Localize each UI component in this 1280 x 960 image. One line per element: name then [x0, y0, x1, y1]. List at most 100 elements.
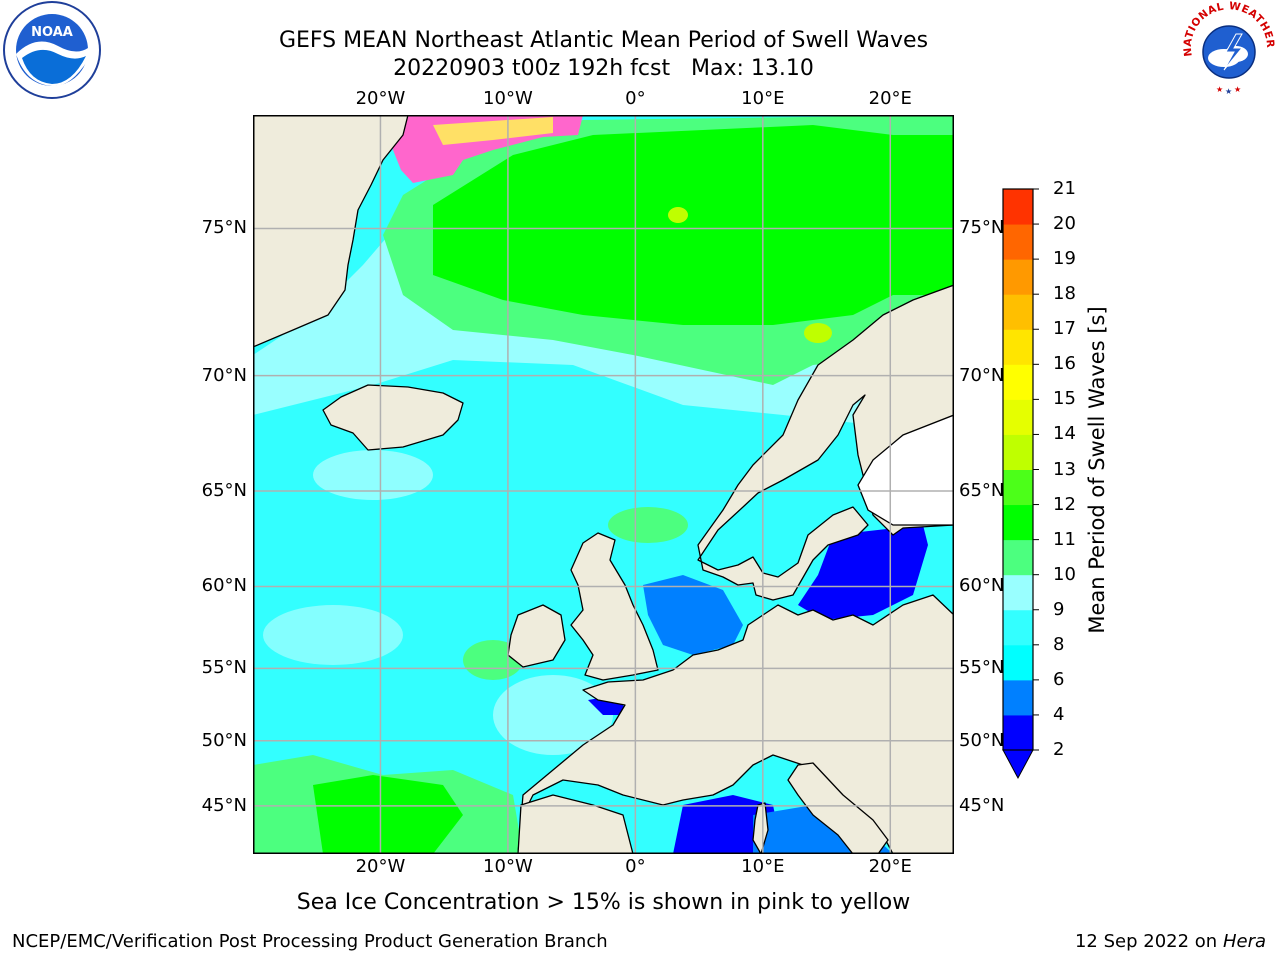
lat-tick-label-right: 65°N — [959, 479, 1005, 501]
map-area — [253, 115, 954, 854]
colorbar-bin — [1003, 679, 1033, 716]
lon-tick-label-bottom: 20°W — [355, 856, 406, 877]
colorbar-svg — [1002, 188, 1039, 780]
lat-tick-label-left: 65°N — [201, 479, 247, 501]
colorbar-bin — [1003, 259, 1033, 295]
lat-tick-label-left: 45°N — [201, 794, 247, 816]
region-2-4s-north-sea — [643, 575, 743, 655]
footer-date: 12 Sep 2022 on — [1074, 931, 1218, 952]
lat-tick-label-right: 45°N — [959, 794, 1005, 816]
colorbar-bin — [1003, 189, 1033, 225]
colorbar-under-extension — [1002, 749, 1034, 780]
svg-text:★: ★ — [1234, 85, 1241, 94]
colorbar-bin — [1003, 714, 1033, 751]
region-11-12s-south — [313, 775, 463, 854]
noaa-logo: NOAA — [0, 0, 104, 104]
colorbar-level-label: 18 — [1053, 283, 1076, 305]
colorbar-level-label: 2 — [1053, 739, 1065, 760]
colorbar-bin — [1003, 574, 1033, 611]
colorbar-level-label: 19 — [1053, 248, 1076, 270]
colorbar-level-label: 9 — [1053, 598, 1065, 620]
region-10-11s-patch — [608, 507, 688, 543]
colorbar-level-label: 14 — [1053, 423, 1076, 445]
lat-tick-label-left: 60°N — [201, 575, 247, 597]
land-great-britain — [570, 532, 659, 681]
lat-tick-label-left: 75°N — [201, 217, 247, 239]
lon-tick-label-bottom: 20°E — [868, 856, 912, 877]
colorbar-bin — [1003, 329, 1033, 365]
lat-tick-label-right: 70°N — [959, 364, 1005, 386]
colorbar-bin — [1003, 539, 1033, 576]
colorbar-bin — [1003, 504, 1033, 541]
colorbar-level-label: 13 — [1053, 458, 1076, 480]
colorbar-title: Mean Period of Swell Waves [s] — [1085, 306, 1109, 634]
map-frame — [253, 115, 954, 854]
lon-tick-label-top: 20°E — [868, 88, 912, 109]
footer-timestamp: 12 Sep 2022 on Hera — [1075, 931, 1266, 952]
land-iberia — [517, 794, 634, 854]
colorbar-bin — [1003, 469, 1033, 506]
noaa-logo-icon: NOAA — [3, 1, 101, 99]
colorbar-level-label: 16 — [1053, 353, 1076, 375]
chart-title: GEFS MEAN Northeast Atlantic Mean Period… — [278, 28, 929, 53]
land-ireland — [507, 604, 566, 668]
lon-tick-label-bottom: 10°W — [483, 856, 533, 877]
lat-tick-label-left: 55°N — [201, 657, 247, 679]
colorbar-bin — [1003, 294, 1033, 330]
lon-tick-label-bottom: 10°E — [741, 856, 785, 877]
colorbar-level-label: 8 — [1053, 633, 1065, 655]
map-svg — [253, 115, 954, 854]
land-corsica-sardinia — [752, 802, 769, 854]
lon-tick-label-bottom: 0° — [625, 856, 646, 877]
lon-tick-label-top: 20°W — [355, 88, 406, 109]
noaa-logo-text: NOAA — [31, 25, 73, 40]
svg-text:★: ★ — [1225, 87, 1232, 96]
land-iceland — [322, 384, 464, 451]
footer-credit: NCEP/EMC/Verification Post Processing Pr… — [12, 931, 608, 952]
land-finland-white — [857, 414, 954, 526]
land-continental-europe — [517, 594, 954, 854]
region-9-10s-patch — [313, 450, 433, 500]
lat-tick-label-left: 70°N — [201, 364, 247, 386]
nws-logo: NATIONAL WEATHER SERVICE ★ ★ ★ — [1174, 0, 1280, 100]
land-greenland — [253, 115, 409, 348]
sea-ice-region — [433, 117, 553, 145]
colorbar-level-label: 12 — [1053, 493, 1076, 515]
svg-text:★: ★ — [1216, 85, 1223, 94]
region-11-12s-north — [433, 125, 953, 325]
colorbar — [998, 185, 1043, 785]
region-2s-baltic — [798, 525, 928, 620]
graticule — [253, 115, 954, 854]
chart-subtitle: 20220903 t00z 192h fcst Max: 13.10 — [393, 56, 814, 81]
colorbar-bin — [1003, 644, 1033, 681]
lon-tick-label-top: 0° — [625, 88, 646, 109]
sea-ice-caption: Sea Ice Concentration > 15% is shown in … — [296, 890, 911, 915]
region-12-13s-patch — [668, 207, 688, 223]
colorbar-level-label: 10 — [1053, 563, 1076, 585]
lat-tick-label-right: 75°N — [959, 217, 1005, 239]
lat-tick-label-right: 50°N — [959, 729, 1005, 751]
swell-period-field — [253, 115, 954, 854]
sea-ice-field — [393, 115, 583, 183]
colorbar-level-label: 15 — [1053, 388, 1076, 410]
lat-tick-label-left: 50°N — [201, 729, 247, 751]
colorbar-level-label: 17 — [1053, 318, 1076, 340]
colorbar-bin — [1003, 399, 1033, 435]
colorbar-level-label: 21 — [1053, 178, 1076, 199]
colorbar-bin — [1003, 364, 1033, 400]
colorbar-bin — [1003, 609, 1033, 646]
region-12-13s-patch — [804, 323, 832, 343]
colorbar-bin — [1003, 224, 1033, 260]
region-9-10s-patch — [493, 675, 613, 755]
colorbar-level-label: 6 — [1053, 668, 1065, 690]
nws-logo-icon: NATIONAL WEATHER SERVICE ★ ★ ★ — [1174, 0, 1276, 97]
colorbar-level-label: 20 — [1053, 213, 1076, 235]
colorbar-level-label: 11 — [1053, 528, 1076, 550]
lon-tick-label-top: 10°E — [741, 88, 785, 109]
land-italy — [787, 762, 889, 854]
colorbar-level-label: 4 — [1053, 703, 1065, 725]
region-9-10s-patch — [263, 605, 403, 665]
lon-tick-label-top: 10°W — [483, 88, 533, 109]
colorbar-bin — [1003, 434, 1033, 470]
lat-tick-label-right: 55°N — [959, 657, 1005, 679]
